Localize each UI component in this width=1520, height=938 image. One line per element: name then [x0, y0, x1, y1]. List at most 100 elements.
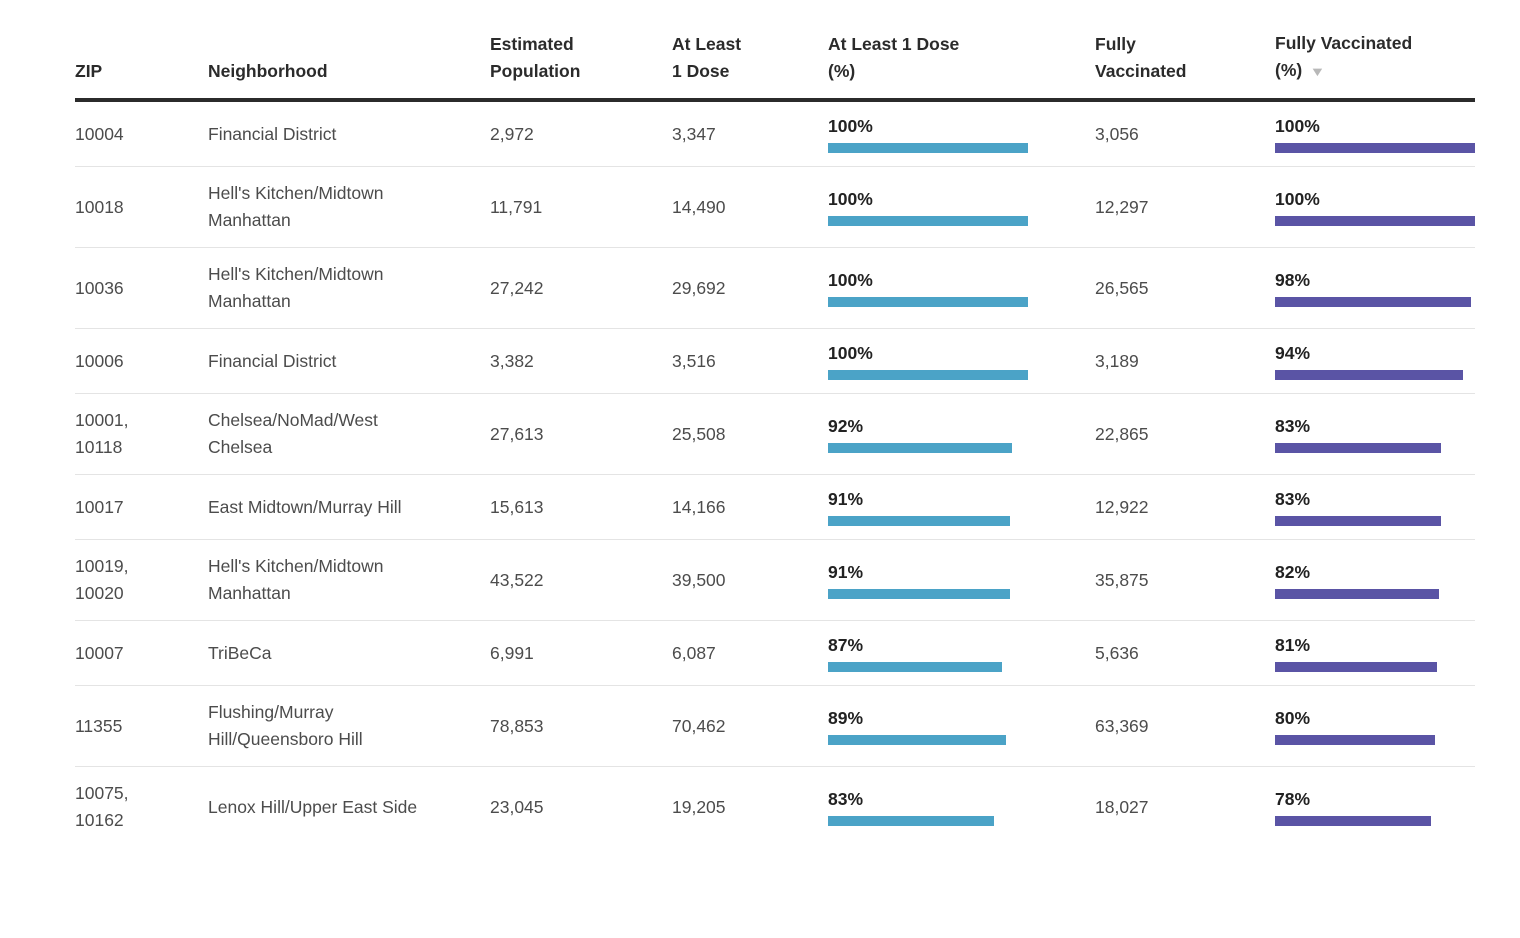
fully-vaccinated-pct-cell: 82%	[1275, 561, 1475, 599]
estimated-population-value: 78,853	[490, 715, 544, 736]
fully-vaccinated-bar-track	[1275, 143, 1475, 153]
at-least-1-dose-value: 39,500	[672, 569, 726, 590]
column-header-fully-vaccinated[interactable]: Fully Vaccinated	[1095, 31, 1275, 85]
zip-value: 10006	[75, 350, 124, 371]
fully-vaccinated-pct-label: 81%	[1275, 635, 1311, 655]
at-least-1-dose-pct-cell: 91%	[828, 561, 1095, 599]
fully-vaccinated-value: 3,189	[1095, 350, 1139, 371]
at-least-1-dose-pct-cell: 83%	[828, 788, 1095, 826]
at-least-1-dose-bar-track	[828, 443, 1028, 453]
fully-vaccinated-bar	[1275, 816, 1431, 826]
fully-vaccinated-bar	[1275, 662, 1437, 672]
zip-value: 10007	[75, 642, 124, 663]
fully-vaccinated-bar	[1275, 143, 1475, 153]
neighborhood-value: Hell's Kitchen/Midtown Manhattan	[208, 264, 384, 311]
zip-value: 10075, 10162	[75, 783, 129, 830]
fully-vaccinated-bar-track	[1275, 516, 1475, 526]
estimated-population-cell: 43,522	[490, 567, 672, 594]
fully-vaccinated-pct-label: 100%	[1275, 116, 1320, 136]
estimated-population-value: 23,045	[490, 796, 544, 817]
column-header-fully-vaccinated-label: Fully Vaccinated	[1095, 34, 1187, 81]
at-least-1-dose-pct-cell: 100%	[828, 188, 1095, 226]
fully-vaccinated-bar	[1275, 216, 1475, 226]
fully-vaccinated-bar-track	[1275, 816, 1475, 826]
neighborhood-cell: Financial District	[208, 121, 490, 148]
neighborhood-value: Flushing/Murray Hill/Queensboro Hill	[208, 702, 363, 749]
table-row: 10007 TriBeCa 6,991 6,087 87% 5,636 81%	[75, 621, 1475, 686]
estimated-population-value: 27,613	[490, 423, 544, 444]
fully-vaccinated-pct-label: 94%	[1275, 343, 1311, 363]
at-least-1-dose-bar	[828, 735, 1006, 745]
at-least-1-dose-bar-track	[828, 370, 1028, 380]
neighborhood-cell: TriBeCa	[208, 640, 490, 667]
neighborhood-value: Hell's Kitchen/Midtown Manhattan	[208, 183, 384, 230]
estimated-population-value: 15,613	[490, 496, 544, 517]
neighborhood-cell: Chelsea/NoMad/West Chelsea	[208, 407, 490, 461]
fully-vaccinated-pct-label: 80%	[1275, 708, 1311, 728]
at-least-1-dose-value: 14,490	[672, 196, 726, 217]
estimated-population-value: 43,522	[490, 569, 544, 590]
fully-vaccinated-pct-cell: 83%	[1275, 488, 1475, 526]
fully-vaccinated-pct-cell: 100%	[1275, 115, 1475, 153]
at-least-1-dose-value: 70,462	[672, 715, 726, 736]
fully-vaccinated-cell: 63,369	[1095, 713, 1275, 740]
at-least-1-dose-bar-track	[828, 216, 1028, 226]
fully-vaccinated-pct-label: 83%	[1275, 416, 1311, 436]
sort-desc-icon[interactable]: ▼	[1309, 64, 1326, 79]
neighborhood-value: Financial District	[208, 350, 337, 371]
at-least-1-dose-pct-label: 91%	[828, 562, 864, 582]
neighborhood-value: Chelsea/NoMad/West Chelsea	[208, 410, 378, 457]
at-least-1-dose-pct-cell: 100%	[828, 269, 1095, 307]
column-header-neighborhood-label: Neighborhood	[208, 61, 328, 81]
estimated-population-cell: 6,991	[490, 640, 672, 667]
at-least-1-dose-bar-track	[828, 735, 1028, 745]
at-least-1-dose-cell: 6,087	[672, 640, 828, 667]
column-header-neighborhood[interactable]: Neighborhood	[208, 58, 490, 85]
fully-vaccinated-pct-label: 100%	[1275, 189, 1320, 209]
at-least-1-dose-bar	[828, 216, 1028, 226]
column-header-fully-vaccinated-pct[interactable]: Fully Vaccinated (%) ▼	[1275, 30, 1475, 85]
zip-cell: 10007	[75, 640, 208, 667]
at-least-1-dose-cell: 70,462	[672, 713, 828, 740]
column-header-estimated-population[interactable]: Estimated Population	[490, 31, 672, 85]
fully-vaccinated-pct-cell: 100%	[1275, 188, 1475, 226]
neighborhood-cell: Hell's Kitchen/Midtown Manhattan	[208, 180, 490, 234]
column-header-at-least-1-dose-pct[interactable]: At Least 1 Dose (%)	[828, 31, 1095, 85]
table-row: 10036 Hell's Kitchen/Midtown Manhattan 2…	[75, 248, 1475, 329]
at-least-1-dose-pct-label: 100%	[828, 189, 873, 209]
fully-vaccinated-pct-label: 82%	[1275, 562, 1311, 582]
zip-cell: 10018	[75, 194, 208, 221]
fully-vaccinated-pct-cell: 81%	[1275, 634, 1475, 672]
column-header-at-least-1-dose-label: At Least 1 Dose	[672, 34, 742, 81]
zip-cell: 11355	[75, 713, 208, 740]
fully-vaccinated-value: 5,636	[1095, 642, 1139, 663]
estimated-population-value: 11,791	[490, 196, 543, 217]
fully-vaccinated-bar	[1275, 370, 1463, 380]
column-header-zip[interactable]: ZIP	[75, 58, 208, 85]
table-header-row: ZIP Neighborhood Estimated Population At…	[75, 30, 1475, 102]
fully-vaccinated-bar-track	[1275, 443, 1475, 453]
fully-vaccinated-pct-cell: 94%	[1275, 342, 1475, 380]
zip-value: 11355	[75, 715, 123, 736]
fully-vaccinated-cell: 3,056	[1095, 121, 1275, 148]
fully-vaccinated-value: 35,875	[1095, 569, 1149, 590]
estimated-population-cell: 23,045	[490, 794, 672, 821]
fully-vaccinated-cell: 12,922	[1095, 494, 1275, 521]
column-header-at-least-1-dose[interactable]: At Least 1 Dose	[672, 31, 828, 85]
at-least-1-dose-bar-track	[828, 816, 1028, 826]
fully-vaccinated-pct-cell: 78%	[1275, 788, 1475, 826]
neighborhood-value: Lenox Hill/Upper East Side	[208, 796, 418, 817]
estimated-population-cell: 11,791	[490, 194, 672, 221]
estimated-population-cell: 3,382	[490, 348, 672, 375]
at-least-1-dose-pct-label: 100%	[828, 343, 873, 363]
fully-vaccinated-bar	[1275, 516, 1441, 526]
at-least-1-dose-pct-cell: 100%	[828, 115, 1095, 153]
column-header-fully-vaccinated-pct-label: Fully Vaccinated (%)	[1275, 33, 1413, 80]
fully-vaccinated-pct-cell: 98%	[1275, 269, 1475, 307]
at-least-1-dose-bar	[828, 516, 1010, 526]
at-least-1-dose-bar-track	[828, 589, 1028, 599]
at-least-1-dose-cell: 3,516	[672, 348, 828, 375]
fully-vaccinated-bar	[1275, 297, 1471, 307]
fully-vaccinated-pct-label: 83%	[1275, 489, 1311, 509]
